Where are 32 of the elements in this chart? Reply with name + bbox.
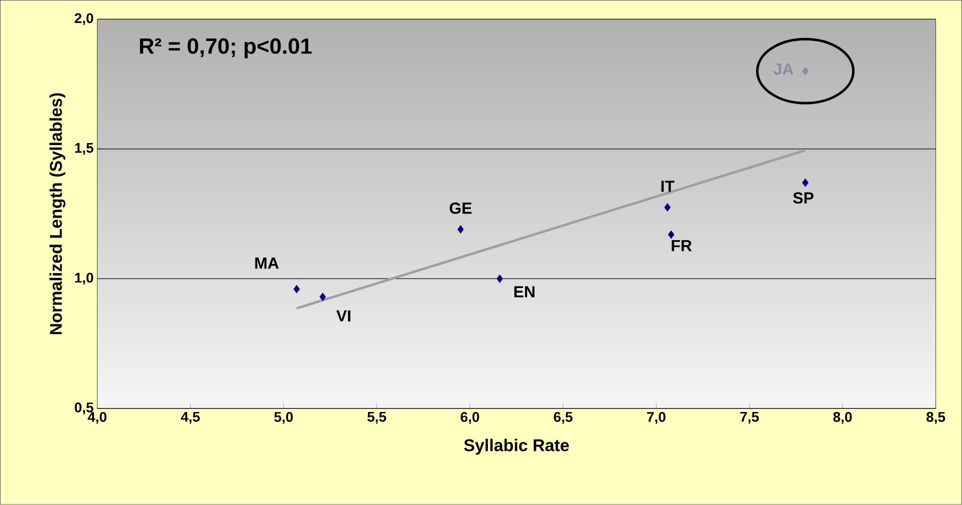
y-tick-label: 1,5 bbox=[75, 143, 94, 155]
x-tick-label: 4,0 bbox=[88, 412, 106, 424]
point bbox=[668, 230, 674, 239]
x-tick-label: 5,0 bbox=[274, 412, 293, 424]
x-axis-title: Syllabic Rate bbox=[464, 438, 569, 455]
annotation: FR bbox=[672, 240, 692, 252]
point bbox=[664, 203, 671, 212]
y-tick-label: 1,0 bbox=[75, 272, 94, 285]
x-tick-label: 7,5 bbox=[740, 412, 759, 424]
y-tick-label: 2,0 bbox=[74, 13, 94, 26]
x-tick-label: 6,5 bbox=[554, 412, 572, 424]
annotation: MA bbox=[255, 258, 279, 269]
point bbox=[457, 225, 464, 234]
point bbox=[320, 292, 326, 302]
x-tick-label: 6,0 bbox=[460, 412, 480, 424]
annotation: VI bbox=[336, 310, 350, 322]
point bbox=[496, 274, 503, 284]
x-tick-label: 8,5 bbox=[926, 412, 946, 424]
x-tick-label: 4,5 bbox=[180, 412, 200, 424]
point bbox=[802, 67, 809, 76]
annotation: R² = 0,70; p<0.01 bbox=[140, 38, 312, 58]
point bbox=[293, 285, 300, 294]
annotation: GE bbox=[450, 202, 472, 214]
y-axis-title: Normalized Length (Syllables) bbox=[49, 93, 66, 334]
point bbox=[802, 178, 809, 188]
annotation: EN bbox=[514, 286, 534, 298]
x-tick-label: 7,0 bbox=[647, 412, 666, 424]
y-tick-label: 0,5 bbox=[74, 402, 94, 415]
annotation: IT bbox=[661, 180, 674, 192]
x-tick-label: 5,5 bbox=[367, 412, 386, 424]
annotation: SP bbox=[793, 192, 814, 204]
x-tick-label: 8,0 bbox=[833, 412, 852, 424]
